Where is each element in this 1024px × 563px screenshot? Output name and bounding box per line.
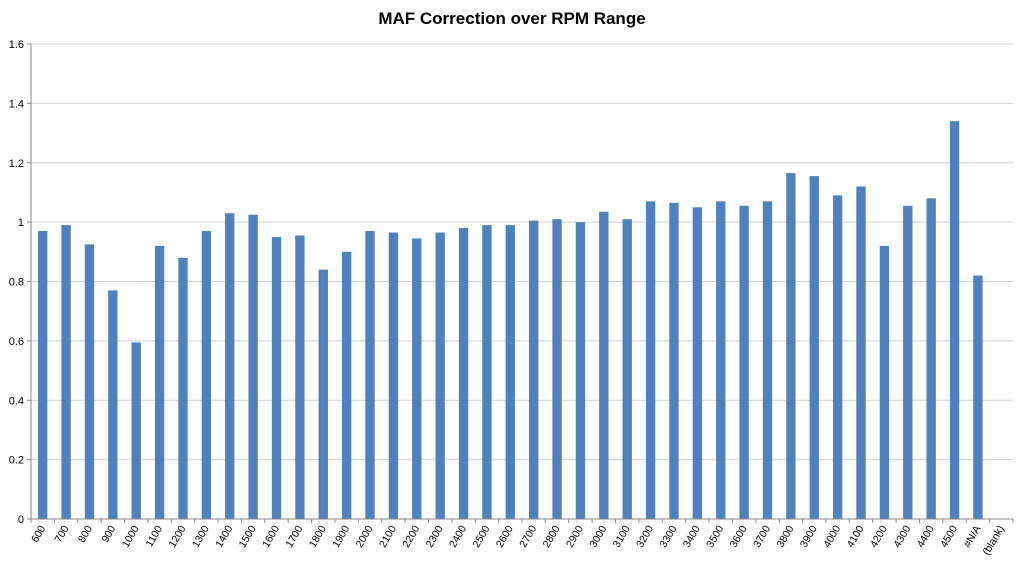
x-tick-label: 2100 xyxy=(377,523,399,549)
x-tick-label: 2000 xyxy=(354,523,376,549)
x-tick-label: 1000 xyxy=(120,523,142,549)
y-tick-label: 1.6 xyxy=(9,39,24,51)
x-tick-label: 3100 xyxy=(611,523,633,549)
x-tick-label: 700 xyxy=(53,523,72,544)
bar-1900 xyxy=(341,251,352,519)
bar-3000 xyxy=(599,211,609,519)
bar-4400 xyxy=(926,198,936,519)
bar-3100 xyxy=(622,219,632,519)
x-tick-label: 1400 xyxy=(213,523,235,549)
x-tick-label: 3300 xyxy=(658,523,680,549)
y-tick-label: 1.4 xyxy=(9,98,24,110)
y-tick-label: 0.2 xyxy=(9,455,24,467)
bar-1700 xyxy=(295,235,305,519)
bar-3600 xyxy=(739,205,749,519)
x-tick-label: 4300 xyxy=(891,523,913,549)
bar-2700 xyxy=(529,220,539,519)
x-tick-label: (blank) xyxy=(980,524,1006,558)
bar-2900 xyxy=(575,222,586,519)
bar-3400 xyxy=(692,207,703,519)
bar-3700 xyxy=(762,201,773,519)
x-tick-label: 2500 xyxy=(470,523,492,549)
bar-2200 xyxy=(412,238,422,519)
bars xyxy=(38,121,983,519)
bar-2300 xyxy=(435,232,445,519)
x-tick-label: 1900 xyxy=(330,523,352,549)
bar-1300 xyxy=(201,231,212,519)
bar-1600 xyxy=(271,236,282,519)
x-tick-label: 1800 xyxy=(307,523,329,549)
x-tick-label: 800 xyxy=(76,523,95,544)
chart-title: MAF Correction over RPM Range xyxy=(378,9,645,28)
x-tick-label: 3600 xyxy=(728,523,750,549)
bar-3500 xyxy=(716,201,726,519)
bar-2100 xyxy=(388,232,399,519)
bar-800 xyxy=(84,244,95,519)
bar-#N/A xyxy=(973,275,983,519)
bar-4300 xyxy=(903,205,913,519)
x-tick-label: 1600 xyxy=(260,523,282,549)
x-tick-label: 3800 xyxy=(774,523,796,549)
bar-600 xyxy=(38,231,48,519)
x-tick-label: 3500 xyxy=(704,523,726,549)
y-tick-label: 1 xyxy=(18,217,24,229)
x-tick-label: 4000 xyxy=(821,523,843,549)
y-tick-label: 0.4 xyxy=(9,395,24,407)
y-tick-label: 0 xyxy=(18,514,24,526)
bar-4200 xyxy=(879,245,890,519)
x-axis-ticks: 600 700 800 900 1000 1100 1200 1300 1400 1500 1600… xyxy=(29,519,1014,558)
bar-1400 xyxy=(225,213,235,519)
x-tick-label: #N/A xyxy=(961,524,983,550)
x-tick-label: 600 xyxy=(29,523,48,544)
bar-4000 xyxy=(832,195,843,519)
x-tick-label: 3000 xyxy=(587,523,609,549)
x-tick-label: 900 xyxy=(99,523,118,544)
x-tick-label: 2800 xyxy=(541,523,563,549)
gridlines xyxy=(31,43,1013,461)
bar-2500 xyxy=(482,225,492,519)
x-tick-label: 4100 xyxy=(845,523,867,549)
bar-1000 xyxy=(131,342,141,519)
x-tick-label: 3700 xyxy=(751,523,773,549)
x-tick-label: 2600 xyxy=(494,523,516,549)
x-tick-label: 1700 xyxy=(283,523,305,549)
bar-2000 xyxy=(365,231,375,519)
bar-3800 xyxy=(786,173,796,519)
y-tick-label: 0.6 xyxy=(9,336,24,348)
bar-4100 xyxy=(856,186,866,519)
bar-900 xyxy=(108,290,118,519)
x-tick-label: 2400 xyxy=(447,523,469,549)
x-tick-label: 4400 xyxy=(915,523,937,549)
bar-3900 xyxy=(809,176,819,519)
x-tick-label: 3200 xyxy=(634,523,656,549)
y-axis-ticks: 0 0.2 0.4 0.6 0.8 1 1.2 1.4 1.6 xyxy=(9,39,31,526)
x-tick-label: 4200 xyxy=(868,523,890,549)
x-tick-label: 1100 xyxy=(144,523,166,549)
x-tick-label: 1500 xyxy=(237,523,259,549)
bar-1200 xyxy=(178,257,188,519)
x-tick-label: 2300 xyxy=(424,523,446,549)
bar-1100 xyxy=(154,245,165,519)
bar-2400 xyxy=(458,228,469,519)
bar-700 xyxy=(61,225,71,519)
x-tick-label: 1200 xyxy=(167,523,189,549)
x-tick-label: 3900 xyxy=(798,523,820,549)
x-tick-label: 2200 xyxy=(400,523,422,549)
x-tick-label: 2700 xyxy=(517,523,539,549)
bar-1500 xyxy=(248,214,258,519)
x-tick-label: 2900 xyxy=(564,523,586,549)
bar-3200 xyxy=(645,201,656,519)
bar-1800 xyxy=(318,269,328,519)
y-tick-label: 0.8 xyxy=(9,277,24,289)
bar-2800 xyxy=(552,219,562,519)
x-tick-label: 1300 xyxy=(190,523,212,549)
bar-3300 xyxy=(669,202,679,519)
bar-2600 xyxy=(505,225,515,519)
x-tick-label: 3400 xyxy=(681,523,703,549)
bar-4500 xyxy=(949,121,960,519)
x-tick-label: 4500 xyxy=(938,523,960,549)
y-tick-label: 1.2 xyxy=(9,158,24,170)
